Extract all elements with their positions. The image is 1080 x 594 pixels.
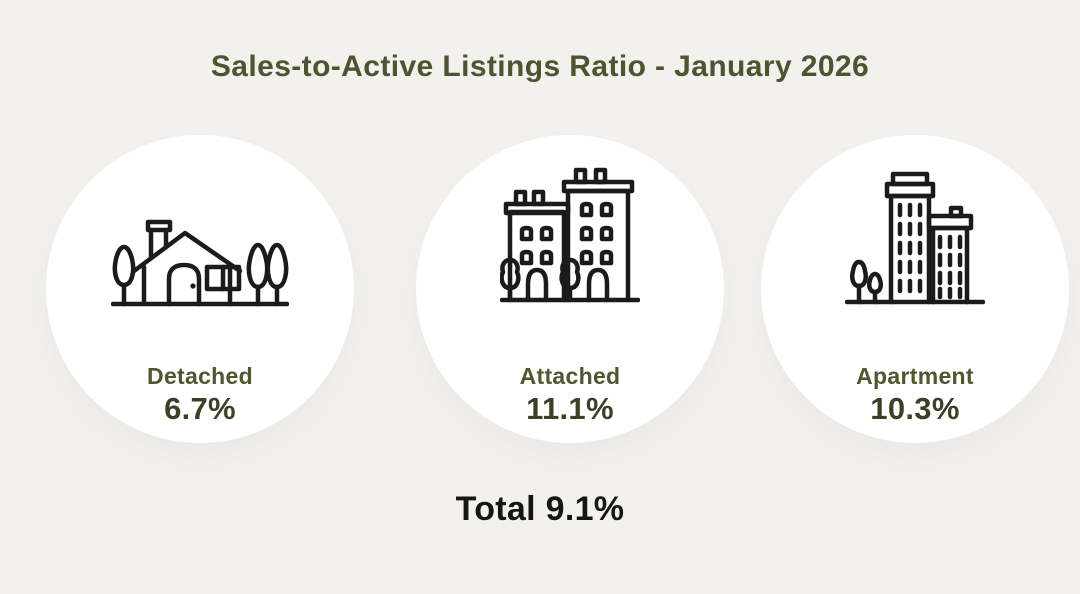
apartment-buildings-icon <box>845 166 985 306</box>
attached-houses-icon <box>500 166 640 306</box>
category-label-attached: Attached <box>519 363 621 389</box>
category-label-detached: Detached <box>147 363 253 389</box>
total-caption: Total 9.1% <box>0 490 1080 529</box>
total-label: Total <box>455 490 536 528</box>
category-value-attached: 11.1% <box>526 391 614 426</box>
detached-house-icon <box>111 219 289 307</box>
category-value-detached: 6.7% <box>164 391 236 426</box>
category-label-apartment: Apartment <box>856 363 974 389</box>
category-card-detached: Detached 6.7% <box>46 135 354 443</box>
category-card-attached: Attached 11.1% <box>416 135 724 443</box>
total-value: 9.1% <box>545 490 625 528</box>
category-card-apartment: Apartment 10.3% <box>761 135 1069 443</box>
chart-title: Sales-to-Active Listings Ratio - January… <box>210 50 870 83</box>
category-value-apartment: 10.3% <box>870 391 960 426</box>
